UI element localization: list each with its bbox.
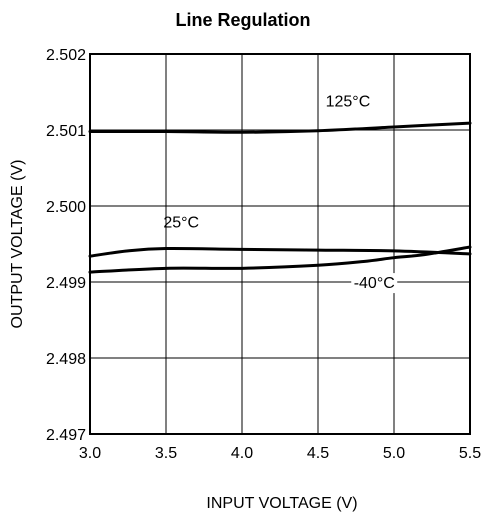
y-tick-label: 2.497 bbox=[46, 427, 86, 444]
series-label: 25°C bbox=[163, 214, 199, 231]
y-tick-label: 2.500 bbox=[46, 199, 86, 216]
chart-title: Line Regulation bbox=[176, 10, 311, 30]
series-line-minus40c bbox=[88, 245, 472, 274]
x-axis-label: INPUT VOLTAGE (V) bbox=[206, 495, 357, 512]
series-line-125c bbox=[88, 121, 472, 134]
series-label-background bbox=[351, 273, 398, 294]
x-tick-label: 4.0 bbox=[231, 445, 253, 462]
grid bbox=[89, 53, 471, 435]
y-tick-label: 2.498 bbox=[46, 351, 86, 368]
y-axis-label: OUTPUT VOLTAGE (V) bbox=[9, 160, 26, 329]
series-label: -40°C bbox=[354, 275, 395, 292]
x-tick-label: 4.5 bbox=[307, 445, 329, 462]
x-tick-label: 5.0 bbox=[383, 445, 405, 462]
y-tick-label: 2.501 bbox=[46, 123, 86, 140]
x-tick-label: 5.5 bbox=[459, 445, 481, 462]
series-labels: 125°C 25°C -40°C bbox=[163, 93, 398, 294]
x-tick-label: 3.0 bbox=[79, 445, 101, 462]
y-tick-label: 2.499 bbox=[46, 275, 86, 292]
x-tick-label: 3.5 bbox=[155, 445, 177, 462]
y-tick-label: 2.502 bbox=[46, 47, 86, 64]
series-label: 125°C bbox=[326, 93, 371, 110]
plot-area-frame bbox=[89, 53, 471, 435]
series-line-25c bbox=[88, 247, 472, 258]
tick-labels: 3.0 3.5 4.0 4.5 5.0 5.5 2.497 2.498 2.499 2.500 2.… bbox=[46, 47, 481, 462]
series-group bbox=[88, 121, 472, 274]
